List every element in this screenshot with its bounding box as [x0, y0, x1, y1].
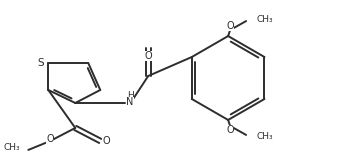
Text: O: O	[102, 136, 110, 146]
Text: O: O	[46, 134, 54, 144]
Text: CH₃: CH₃	[4, 143, 20, 152]
Text: S: S	[37, 58, 44, 68]
Text: H: H	[127, 91, 134, 100]
Text: CH₃: CH₃	[256, 15, 273, 24]
Text: N: N	[126, 97, 134, 107]
Text: O: O	[226, 125, 234, 135]
Text: CH₃: CH₃	[256, 132, 273, 141]
Text: O: O	[226, 21, 234, 31]
Text: O: O	[144, 51, 152, 61]
